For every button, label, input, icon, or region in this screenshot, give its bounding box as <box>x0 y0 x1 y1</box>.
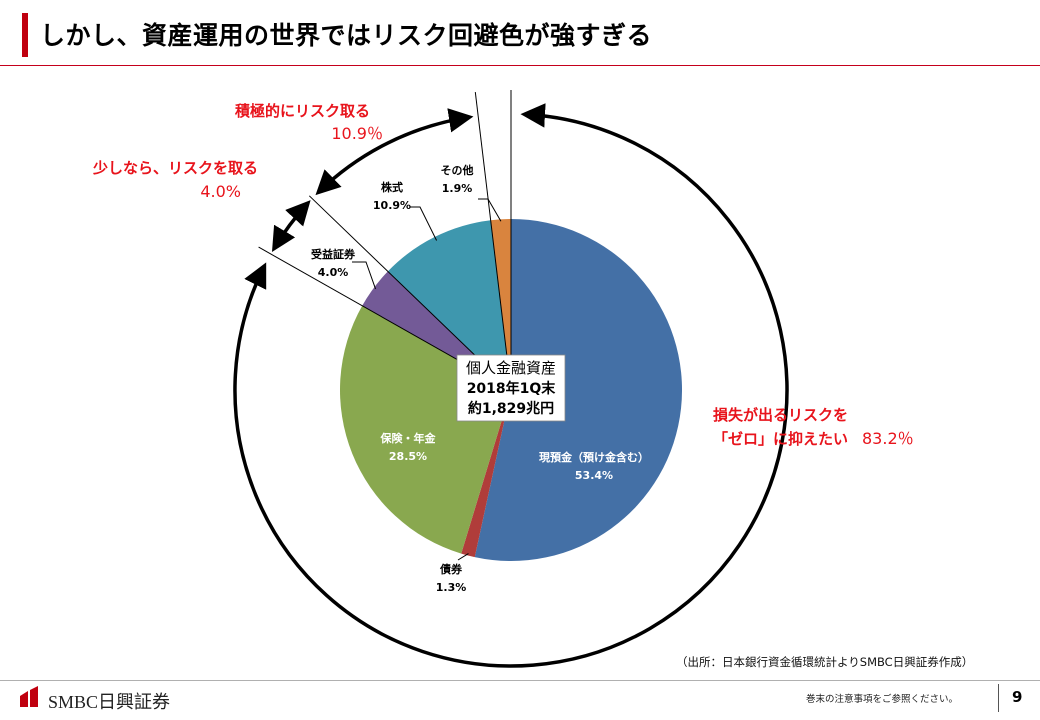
slice-value-stocks: 10.9% <box>373 199 411 212</box>
center-label-line1: 個人金融資産 <box>466 359 556 377</box>
page-number: 9 <box>1012 688 1023 706</box>
slice-label-other: その他 <box>441 163 474 177</box>
center-label-line3: 約1,829兆円 <box>468 400 554 417</box>
active-risk-value: 10.9％ <box>331 124 383 143</box>
slice-label-bonds: 債券 <box>439 562 463 576</box>
slice-label-insurance-pension: 保険・年金 <box>380 431 437 445</box>
leader-line-stocks <box>410 206 438 241</box>
slice-value-cash-deposits: 53.4% <box>575 469 613 482</box>
smbc-logo-icon <box>20 686 38 707</box>
bracket-arc-some-risk <box>271 200 311 252</box>
page-title: しかし、資産運用の世界ではリスク回避色が強すぎる <box>40 21 653 50</box>
slice-label-stocks: 株式 <box>381 180 403 194</box>
slice-value-other: 1.9% <box>442 182 473 195</box>
slice-value-bonds: 1.3% <box>436 581 467 594</box>
slice-value-insurance-pension: 28.5% <box>389 450 427 463</box>
slice-label-investment-trusts: 受益証券 <box>311 247 356 261</box>
center-label-line2: 2018年1Q末 <box>467 380 557 397</box>
leader-line-bonds <box>457 553 469 561</box>
zero-risk-line1: 損失が出るリスクを <box>713 406 848 424</box>
some-risk-value: 4.0% <box>200 182 241 201</box>
pie-slice-bonds <box>461 390 511 558</box>
title-accent-bar <box>22 13 28 57</box>
company-logo-text: SMBC日興証券 <box>48 692 171 712</box>
disclaimer-notice: 巻末の注意事項をご参照ください。 <box>806 694 959 705</box>
active-risk-label: 積極的にリスク取る <box>234 102 370 120</box>
title-divider <box>0 65 1040 66</box>
slice-label-cash-deposits: 現預金（預け金含む） <box>539 450 649 464</box>
bracket-arc-zero-risk <box>233 103 789 668</box>
leader-line-investment-trusts <box>352 261 377 290</box>
source-note: （出所：日本銀行資金循環統計よりSMBC日興証券作成） <box>676 655 974 669</box>
zero-risk-value: 83.2％ <box>862 429 914 448</box>
zero-risk-line2: 「ゼロ」に抑えたい <box>713 430 848 448</box>
some-risk-label: 少しなら、リスクを取る <box>92 159 258 177</box>
pie-slice-cash-deposits <box>474 219 683 561</box>
footer-divider <box>0 680 1040 681</box>
bracket-arc-active-risk <box>315 108 474 196</box>
slice-value-investment-trusts: 4.0% <box>318 266 349 279</box>
page-number-divider <box>998 684 999 712</box>
center-label-box <box>456 354 566 422</box>
